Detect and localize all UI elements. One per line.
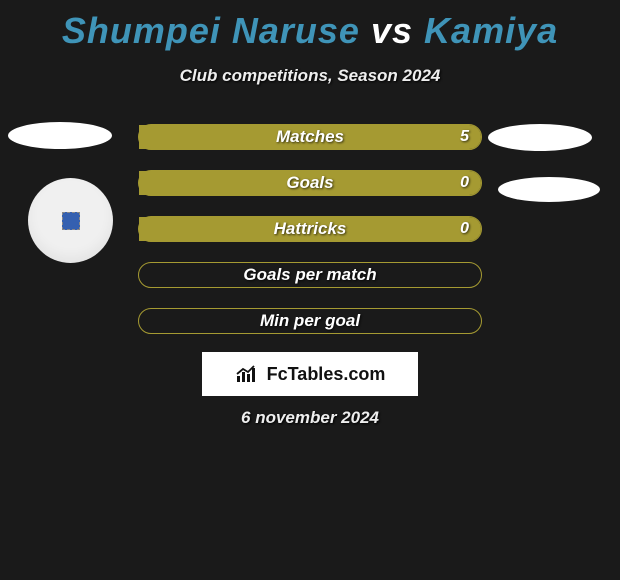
stats-panel: Matches5Goals0Hattricks0Goals per matchM… [138, 124, 482, 354]
player2-name: Kamiya [424, 10, 558, 51]
branding-text: FcTables.com [267, 364, 386, 385]
stat-row: Matches5 [138, 124, 482, 150]
fctables-logo-icon [235, 364, 261, 384]
footer-date: 6 november 2024 [0, 408, 620, 428]
stat-label: Goals per match [139, 263, 481, 287]
player1-portrait [28, 178, 113, 263]
stat-value-right: 5 [460, 125, 469, 149]
club-badge-right-top [488, 124, 592, 151]
stat-label: Matches [139, 125, 481, 149]
stat-label: Goals [139, 171, 481, 195]
stat-row: Goals0 [138, 170, 482, 196]
stat-value-right: 0 [460, 171, 469, 195]
stat-row: Goals per match [138, 262, 482, 288]
player1-name: Shumpei Naruse [62, 10, 360, 51]
stat-row: Min per goal [138, 308, 482, 334]
branding-box: FcTables.com [202, 352, 418, 396]
stat-row: Hattricks0 [138, 216, 482, 242]
subtitle: Club competitions, Season 2024 [0, 66, 620, 86]
jersey-placeholder-icon [62, 212, 80, 230]
stat-label: Hattricks [139, 217, 481, 241]
vs-connector: vs [371, 10, 413, 51]
stat-label: Min per goal [139, 309, 481, 333]
club-badge-right-bottom [498, 177, 600, 202]
club-badge-left-top [8, 122, 112, 149]
comparison-title: Shumpei Naruse vs Kamiya [0, 0, 620, 52]
stat-value-right: 0 [460, 217, 469, 241]
